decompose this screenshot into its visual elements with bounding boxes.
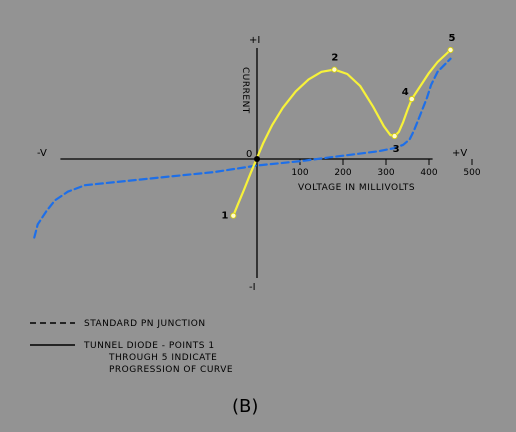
x-axis-pos-label: +V: [452, 148, 467, 159]
chart-axes: 100 200 300 400 500: [60, 48, 481, 278]
legend-tunnel-label-line-1: TUNNEL DIODE - POINTS 1: [83, 341, 215, 351]
point-marker-2: [331, 66, 338, 73]
y-axis-neg-label: -I: [249, 282, 256, 293]
legend-tunnel-label-line-2: THROUGH 5 INDICATE: [108, 353, 217, 363]
legend: STANDARD PN JUNCTION TUNNEL DIODE - POIN…: [30, 319, 233, 375]
point-label-1: 1: [221, 211, 228, 222]
chart-points: 1 2 3 4 5: [221, 33, 455, 222]
x-axis-title: VOLTAGE IN MILLIVOLTS: [298, 183, 415, 193]
point-marker-4: [408, 96, 415, 103]
legend-standard-label: STANDARD PN JUNCTION: [84, 319, 206, 329]
legend-tunnel-label-line-3: PROGRESSION OF CURVE: [109, 365, 233, 375]
x-tick-label: 200: [334, 168, 351, 178]
point-label-3: 3: [393, 144, 400, 155]
x-tick-label: 500: [463, 168, 480, 178]
point-label-4: 4: [402, 87, 409, 98]
point-marker-5: [447, 47, 454, 54]
x-tick-label: 300: [377, 168, 394, 178]
x-tick-label: 100: [291, 168, 308, 178]
origin-point: [254, 156, 260, 162]
point-marker-1: [230, 212, 237, 219]
y-axis-pos-label: +I: [249, 35, 260, 46]
x-tick-label: 400: [420, 168, 437, 178]
point-marker-3: [391, 133, 398, 140]
x-axis-neg-label: -V: [37, 148, 47, 159]
series-standard-pn-junction: [33, 57, 452, 239]
panel-label: (B): [232, 396, 258, 417]
y-axis-title: CURRENT: [240, 67, 250, 114]
origin-label: 0: [246, 149, 252, 160]
point-label-2: 2: [331, 53, 338, 64]
point-label-5: 5: [449, 33, 456, 44]
